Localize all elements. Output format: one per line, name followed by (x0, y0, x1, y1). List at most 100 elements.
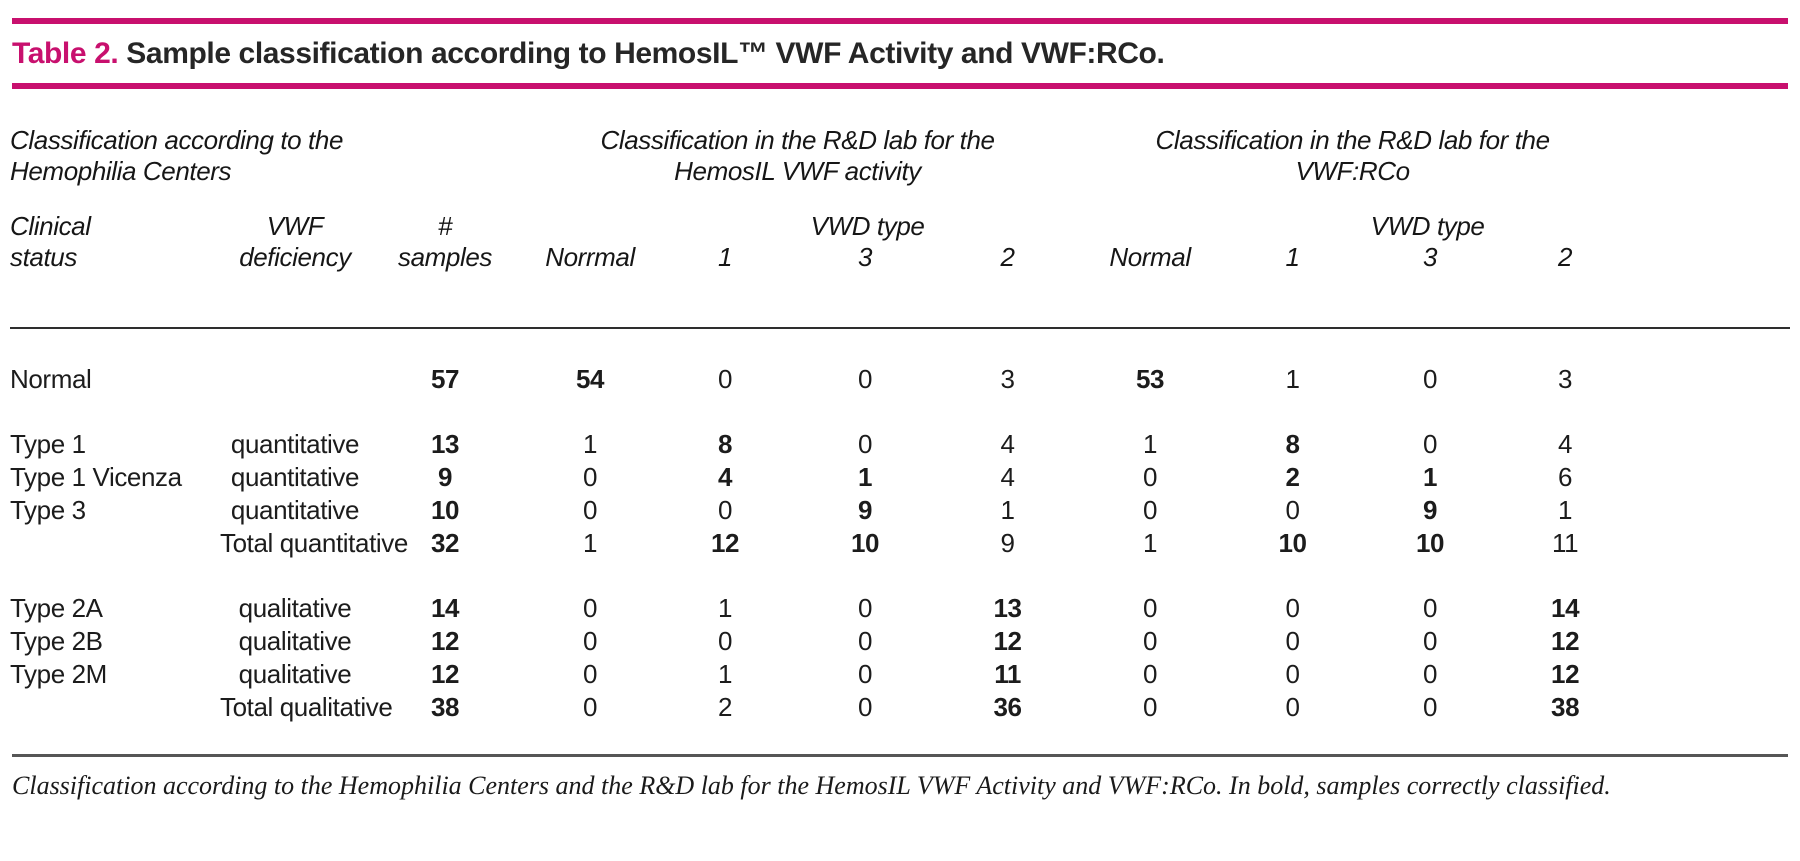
row-label-cell: Type 1 Vicenza (10, 462, 182, 492)
value-cell: 0 (1143, 593, 1158, 623)
value-cell: 10 (1278, 528, 1308, 558)
value-cell: qualitative (238, 626, 352, 656)
value-cell: 4 (1000, 462, 1015, 492)
table-row: Type 2A qualitative 14 0 1 0 13 0 0 0 14 (10, 560, 1790, 625)
col-header-hemosil-type-2: 2 (1000, 242, 1015, 272)
spacer-cell (1630, 89, 1790, 187)
value-cell: 36 (993, 692, 1022, 722)
row-label-cell: Type 2M (10, 659, 107, 689)
value-cell: 1 (1285, 364, 1300, 394)
group-header-hemosil-activity: Classification in the R&D lab for the He… (600, 125, 995, 186)
table-footnote: Classification according to the Hemophil… (12, 771, 1611, 800)
table-title: Table 2. Sample classification according … (12, 37, 1788, 71)
table-row: Type 1 Vicenza quantitative 9 0 4 1 4 0 2 1 6 (10, 461, 1790, 494)
value-cell: 57 (430, 364, 460, 394)
value-cell (220, 329, 370, 396)
value-cell: 12 (430, 626, 460, 656)
value-cell: 10 (1416, 528, 1445, 558)
col-header-rco-vwd-type-group: VWD type 1 3 2 (1225, 187, 1630, 273)
col-header-clinical-status: Clinical status (10, 211, 91, 272)
value-cell: 32 (430, 528, 460, 558)
table-body: Normal 57 54 0 0 3 53 1 0 3 Type 1 quantitative 13 1 8… (10, 329, 1790, 724)
group-header-row: Classification according to the Hemophil… (10, 89, 1790, 187)
value-cell: 8 (717, 429, 733, 459)
table-row: Total qualitative 38 0 2 0 36 0 0 0 38 (10, 691, 1790, 724)
value-cell: 14 (430, 593, 460, 623)
value-cell: 0 (582, 495, 598, 525)
value-cell: 0 (1423, 593, 1438, 623)
value-cell: Total quantitative (220, 528, 408, 558)
value-cell: 9 (857, 495, 873, 525)
value-cell: Total qualitative (220, 692, 393, 722)
table-row: Type 2M qualitative 12 0 1 0 11 0 0 0 12 (10, 658, 1790, 691)
value-cell: 9 (1000, 528, 1015, 558)
value-cell: 1 (582, 429, 598, 459)
value-cell: 0 (1423, 364, 1438, 394)
value-cell: 12 (1551, 659, 1580, 689)
col-header-hemosil-vwd-type-group: VWD type 1 3 2 (660, 187, 1075, 273)
group-header-vwf-rco: Classification in the R&D lab for the VW… (1155, 125, 1551, 186)
value-cell: 1 (1143, 528, 1158, 558)
value-cell: 0 (1285, 659, 1300, 689)
value-cell: 0 (1143, 462, 1158, 492)
value-cell: 0 (1423, 429, 1438, 459)
value-cell: 1 (582, 528, 598, 558)
value-cell: 0 (717, 495, 733, 525)
value-cell: 0 (582, 593, 598, 623)
row-label-cell: Type 3 (10, 495, 86, 525)
value-cell: 0 (1423, 626, 1438, 656)
value-cell: 0 (717, 364, 733, 394)
value-cell: 0 (717, 626, 733, 656)
value-cell: 12 (1551, 626, 1580, 656)
value-cell: 2 (1285, 462, 1300, 492)
value-cell: 4 (1000, 429, 1015, 459)
row-label-cell (10, 691, 220, 724)
row-label-cell: Type 2B (10, 626, 103, 656)
rco-vwd-type-label: VWD type (1370, 211, 1485, 241)
value-cell: 1 (1143, 429, 1158, 459)
row-label-cell (10, 527, 220, 560)
value-cell: qualitative (238, 593, 352, 623)
value-cell: 0 (857, 659, 873, 689)
col-header-hemosil-type-3: 3 (857, 242, 873, 272)
spacer-cell (1630, 560, 1790, 625)
table-row: Type 1 quantitative 13 1 8 0 4 1 8 0 4 (10, 396, 1790, 461)
value-cell: 0 (1143, 659, 1158, 689)
value-cell: 14 (1551, 593, 1580, 623)
row-label-cell: Normal (10, 364, 92, 394)
value-cell: 0 (1143, 626, 1158, 656)
value-cell: 12 (993, 626, 1022, 656)
value-cell: 0 (1285, 593, 1300, 623)
col-header-rco-normal: Normal (1109, 242, 1191, 272)
value-cell: 0 (857, 429, 873, 459)
value-cell: 3 (1000, 364, 1015, 394)
row-label-cell: Type 2A (10, 593, 103, 623)
value-cell: quantitative (230, 429, 360, 459)
spacer-cell (1630, 187, 1790, 273)
value-cell: quantitative (230, 495, 360, 525)
column-header-row: Clinical status VWF deficiency # samples… (10, 187, 1790, 273)
value-cell: 0 (1143, 495, 1158, 525)
value-cell: 0 (857, 593, 873, 623)
spacer-cell (1630, 527, 1790, 560)
value-cell: 0 (857, 364, 873, 394)
value-cell: 12 (710, 528, 740, 558)
value-cell: quantitative (230, 462, 360, 492)
footer-top-rule (12, 754, 1788, 757)
value-cell: 1 (717, 593, 733, 623)
spacer-cell (1630, 691, 1790, 724)
value-cell: 0 (857, 692, 873, 722)
value-cell: 0 (582, 659, 598, 689)
spacer-cell (1630, 329, 1790, 396)
value-cell: 0 (1423, 692, 1438, 722)
table-row: Type 2B qualitative 12 0 0 0 12 0 0 0 12 (10, 625, 1790, 658)
spacer-cell (1630, 461, 1790, 494)
value-cell: 13 (430, 429, 460, 459)
value-cell: 53 (1136, 364, 1165, 394)
value-cell: 0 (1285, 626, 1300, 656)
col-header-vwf-deficiency: VWF deficiency (239, 211, 351, 272)
value-cell: 8 (1285, 429, 1300, 459)
value-cell: 10 (850, 528, 880, 558)
value-cell: 9 (1423, 495, 1438, 525)
